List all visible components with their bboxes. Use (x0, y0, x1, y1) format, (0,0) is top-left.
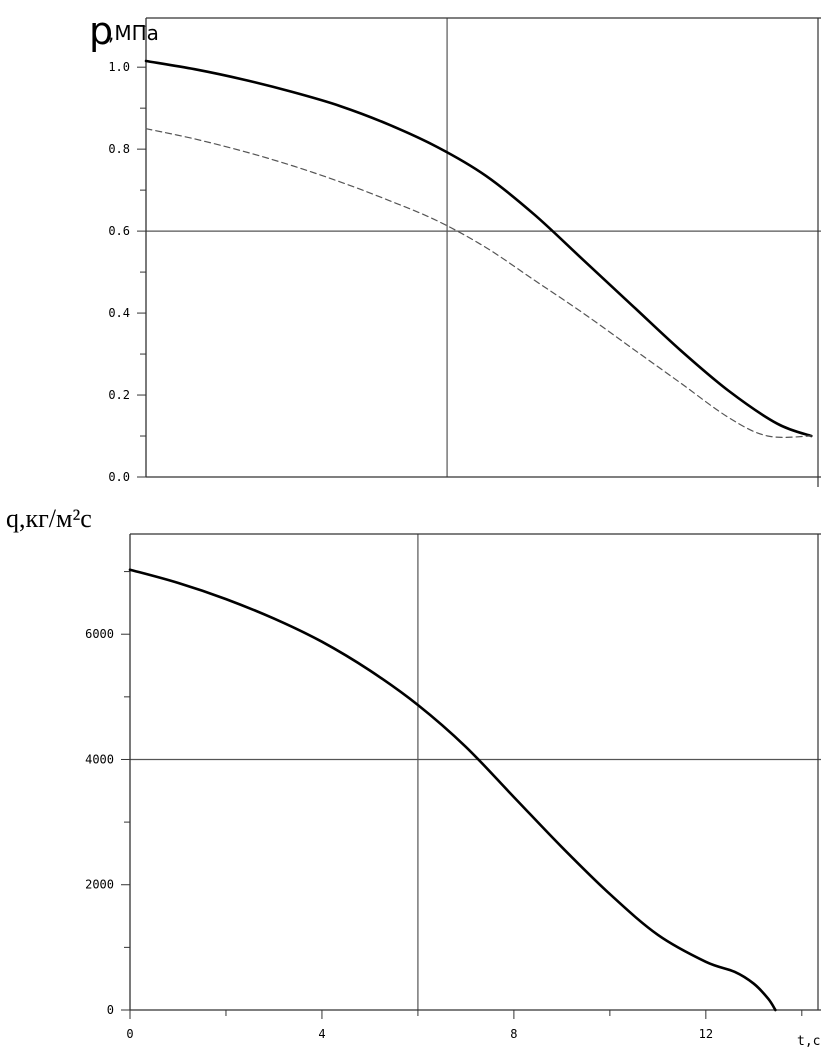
flux-ticks: 0 2000 4000 6000 0 4 8 12 (85, 571, 803, 1041)
flux-series (128, 568, 777, 1012)
flux-grid (130, 534, 821, 1010)
q-ytick-label: 6000 (85, 627, 114, 641)
time-axis-label: t,c (797, 1034, 820, 1049)
q-ytick-label: 2000 (85, 878, 114, 892)
pressure-axis-unit: ,МПа (108, 21, 159, 45)
q-xtick-label: 4 (318, 1027, 325, 1041)
pressure-chart: 0.0 0.2 0.4 0.6 0.8 1.0 p ,МПа (89, 9, 821, 487)
pressure-axis-symbol: p (89, 9, 113, 53)
p-ytick-label: 0.4 (108, 306, 130, 320)
q-xtick-label: 8 (510, 1027, 517, 1041)
flux-axes (129, 533, 821, 1011)
q-xtick-label: 12 (699, 1027, 713, 1041)
pressure-ticks: 0.0 0.2 0.4 0.6 0.8 1.0 (108, 25, 146, 484)
flux-axis-label: q,кг/м²с (6, 504, 92, 533)
q-ytick-label: 4000 (85, 752, 114, 766)
pressure-axes (145, 17, 821, 487)
p-ytick-label: 0.6 (108, 224, 130, 238)
pressure-grid (146, 18, 821, 477)
p-ytick-label: 0.8 (108, 142, 130, 156)
q-ytick-label: 0 (107, 1003, 114, 1017)
q-xtick-label: 0 (126, 1027, 133, 1041)
p-ytick-label: 1.0 (108, 60, 130, 74)
q-series-line-solid (128, 568, 777, 1012)
pressure-series (144, 59, 813, 438)
p-ytick-label: 0.0 (108, 470, 130, 484)
p-ytick-label: 0.2 (108, 388, 130, 402)
p-series-line-dashed (145, 128, 812, 438)
p-series-line-solid (144, 59, 813, 438)
flux-chart: 0 2000 4000 6000 0 4 8 12 q,кг/м²с t,c (6, 504, 821, 1049)
